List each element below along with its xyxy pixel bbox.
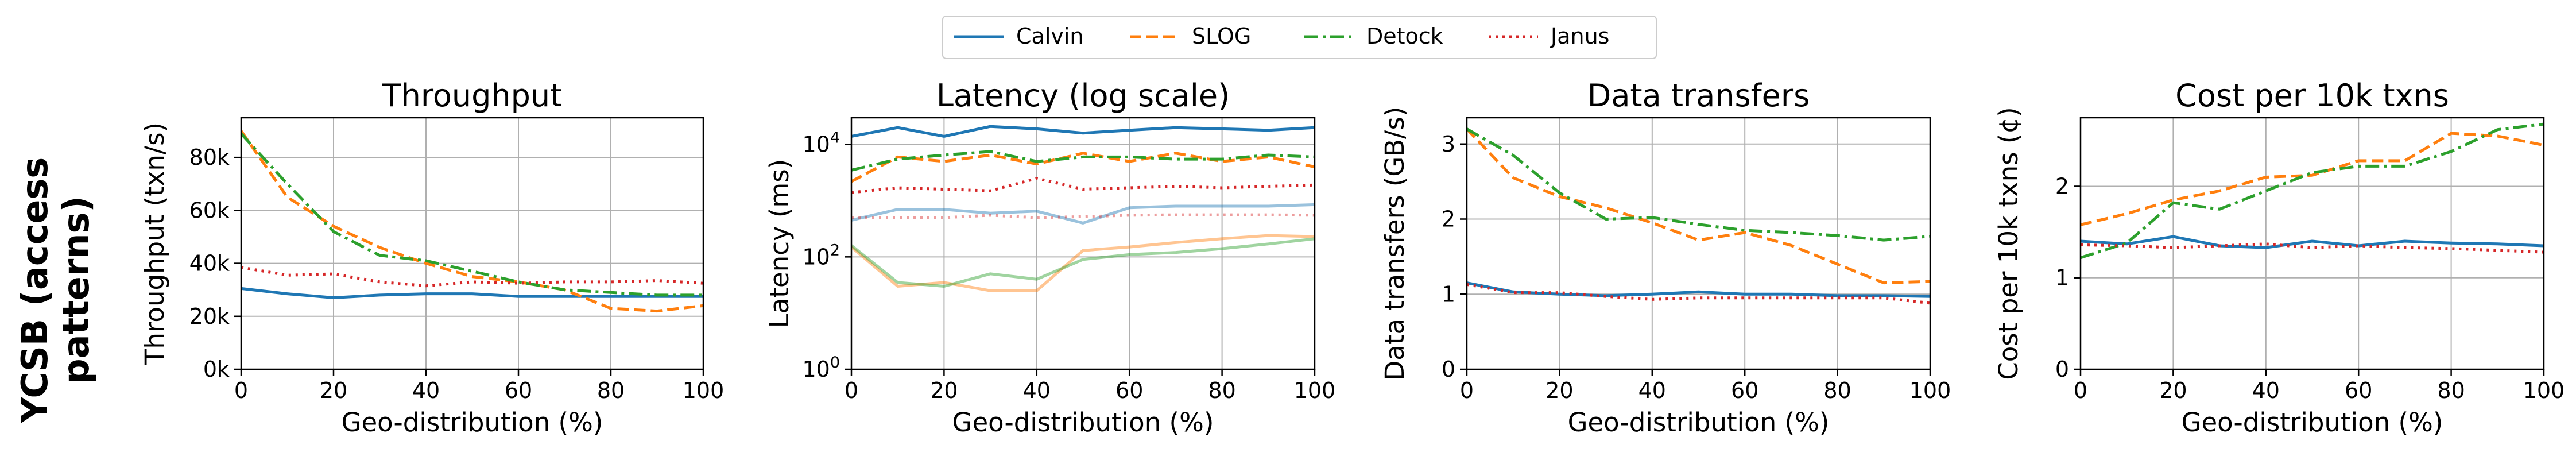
x-tick-label: 40 xyxy=(412,378,440,403)
y-axis-label: Data transfers (GB/s) xyxy=(1380,107,1410,381)
series-line-detock xyxy=(1467,127,1930,242)
x-tick-label: 100 xyxy=(683,378,725,403)
series-line-janus xyxy=(851,177,1315,194)
y-tick-label: 20k xyxy=(189,304,230,329)
legend-label: Detock xyxy=(1366,24,1443,49)
y-tick-label: 80k xyxy=(189,145,230,170)
series-line-slog xyxy=(1467,127,1930,285)
series-line-janus xyxy=(2081,242,2544,254)
legend-label: SLOG xyxy=(1192,24,1251,49)
series-line-slog xyxy=(2081,132,2544,226)
chart-panels: 0 20 40 60 80 1000k20k40k60k80kThroughputGeo-… xyxy=(140,78,2565,438)
series-line-detock xyxy=(2081,122,2544,260)
x-tick-label: 60 xyxy=(2345,378,2372,403)
series-line-slog xyxy=(851,152,1315,183)
y-tick-label: 2 xyxy=(1442,207,1455,232)
x-tick-label: 40 xyxy=(1638,378,1666,403)
series-line-calvin xyxy=(851,125,1315,138)
legend-item-calvin: Calvin xyxy=(954,24,1084,49)
row-label-text: YCSB (accesspatterns) xyxy=(14,157,97,423)
x-axis-label: Geo-distribution (%) xyxy=(952,407,1214,438)
series-line-calvin xyxy=(241,287,703,299)
y-tick-label: 0 xyxy=(2055,357,2069,382)
y-tick-label: 1 xyxy=(1442,281,1455,307)
x-tick-label: 0 xyxy=(1460,378,1474,403)
x-tick-label: 20 xyxy=(2159,378,2187,403)
series-line-detock xyxy=(851,150,1315,172)
x-tick-label: 20 xyxy=(930,378,958,403)
chart-title: Latency (log scale) xyxy=(936,78,1230,114)
x-tick-label: 0 xyxy=(234,378,248,403)
panel-4: 0 20 40 60 80 100 0 1 2 Cost per 10k txns Geo-dist… xyxy=(1993,78,2565,438)
series-line-janus-secondary xyxy=(851,213,1315,219)
x-tick-label: 100 xyxy=(1909,378,1951,403)
series-line-calvin xyxy=(2081,235,2544,249)
series-line-slog-secondary xyxy=(851,234,1315,292)
x-axis-label: Geo-distribution (%) xyxy=(1568,407,1830,438)
x-tick-label: 60 xyxy=(1115,378,1143,403)
y-tick-label: 0k xyxy=(203,357,230,382)
x-tick-label: 80 xyxy=(2437,378,2465,403)
series-line-calvin-secondary xyxy=(851,203,1315,225)
x-tick-label: 80 xyxy=(1823,378,1851,403)
chart-title: Throughput xyxy=(382,78,563,114)
y-tick-label: 0 xyxy=(1442,357,1455,382)
axes-frame xyxy=(240,117,704,370)
x-tick-label: 80 xyxy=(1208,378,1235,403)
legend-item-detock: Detock xyxy=(1304,24,1443,49)
legend-label: Calvin xyxy=(1016,24,1084,49)
y-tick-label: 40k xyxy=(189,251,230,276)
x-tick-label: 100 xyxy=(1294,378,1336,403)
legend-item-janus: Janus xyxy=(1489,24,1609,49)
panel-3: 0 20 40 60 80 100 0 1 2 3 Data transfers Geo-distri… xyxy=(1380,78,1951,438)
x-tick-label: 100 xyxy=(2523,378,2565,403)
y-axis-label: Cost per 10k txns (¢) xyxy=(1993,107,2024,380)
x-tick-label: 20 xyxy=(1545,378,1573,403)
legend-label: Janus xyxy=(1550,24,1609,49)
x-tick-label: 40 xyxy=(1023,378,1051,403)
panel-1: 0 20 40 60 80 100 0k 20k 40k 60k 80k Throughput Geo-… xyxy=(140,78,724,438)
x-tick-label: 60 xyxy=(1731,378,1758,403)
row-label: YCSB (accesspatterns) xyxy=(14,157,97,423)
series-line-detock xyxy=(241,133,703,297)
axes-frame xyxy=(2079,117,2545,370)
y-axis-label: Throughput (txn/s) xyxy=(140,122,170,365)
x-tick-label: 0 xyxy=(2074,378,2087,403)
series-line-janus xyxy=(1467,283,1930,305)
y-tick-label: 100 xyxy=(802,354,840,382)
x-tick-label: 0 xyxy=(845,378,858,403)
axes-frame xyxy=(850,117,1316,370)
chart-title: Data transfers xyxy=(1587,78,1810,114)
x-tick-label: 20 xyxy=(320,378,347,403)
y-tick-label: 104 xyxy=(802,129,840,157)
y-tick-label: 102 xyxy=(802,241,840,269)
y-tick-label: 2 xyxy=(2055,173,2069,199)
y-tick-label: 60k xyxy=(189,198,230,223)
legend-frame xyxy=(942,16,1657,59)
legend-item-slog: SLOG xyxy=(1130,24,1251,49)
x-axis-label: Geo-distribution (%) xyxy=(2182,407,2443,438)
panel-2: 0 20 40 60 80 100 100 102 104 Latency (log scale)… xyxy=(764,78,1335,438)
y-tick-label: 1 xyxy=(2055,265,2069,291)
series-line-detock-secondary xyxy=(851,237,1315,288)
x-tick-label: 40 xyxy=(2252,378,2280,403)
legend: Calvin SLOG Detock Janus xyxy=(942,16,1657,59)
x-tick-label: 80 xyxy=(597,378,625,403)
x-axis-label: Geo-distribution (%) xyxy=(342,407,603,438)
axes-frame xyxy=(1466,117,1931,370)
series-line-janus xyxy=(241,266,703,288)
x-tick-label: 60 xyxy=(505,378,532,403)
y-axis-label: Latency (ms) xyxy=(764,159,795,328)
chart-title: Cost per 10k txns xyxy=(2175,78,2449,114)
y-tick-label: 3 xyxy=(1442,132,1455,157)
